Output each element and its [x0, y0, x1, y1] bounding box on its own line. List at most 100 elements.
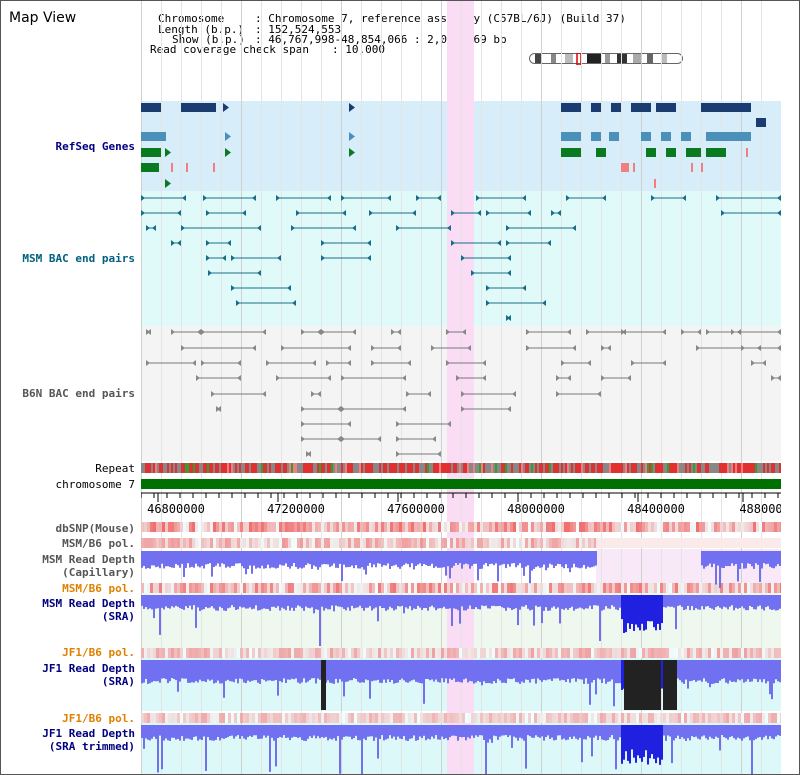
track-label-jf1-b6-pol-1[interactable]: JF1/B6 pol.	[62, 646, 135, 659]
gene-arrow-icon	[165, 148, 171, 157]
gene-block	[141, 132, 166, 141]
track-label-jf1-b6-pol-2[interactable]: JF1/B6 pol.	[62, 712, 135, 725]
gene-block	[661, 132, 671, 141]
highlight-region	[447, 1, 474, 774]
genome-map-canvas[interactable]: 46800000 47200000 47600000 48000000 48400000…	[141, 1, 781, 774]
track-label-msm-b6-pol-1[interactable]: MSM/B6 pol.	[62, 537, 135, 550]
msm-bac-pair	[416, 195, 441, 201]
track-label-repeat: Repeat	[95, 462, 135, 475]
gene-fragment	[654, 179, 656, 188]
b6n-bac-pair	[461, 391, 516, 397]
msm-bac-pair	[451, 240, 501, 246]
b6n-bac-pair	[406, 391, 431, 397]
msm-bac-pair	[141, 195, 186, 201]
gene-arrow-icon	[141, 103, 147, 112]
b6n-bac-pair	[631, 360, 666, 366]
b6n-bac-pair	[321, 329, 356, 335]
depth-saturation-block	[624, 660, 661, 710]
gene-block	[686, 148, 701, 157]
b6n-bac-pair	[556, 375, 571, 381]
track-label-msm-bac[interactable]: MSM BAC end pairs	[22, 252, 135, 265]
track-label-b6n-bac[interactable]: B6N BAC end pairs	[22, 387, 135, 400]
track-label-jf1-depth-trimmed-2: (SRA trimmed)	[48, 740, 135, 753]
msm-bac-pair	[231, 255, 281, 261]
b6n-bac-pair	[146, 329, 151, 335]
b6n-bac-pair	[341, 436, 381, 442]
msm-bac-pair	[291, 225, 356, 231]
b6n-bac-pair	[446, 329, 466, 335]
msm-bac-pair	[451, 210, 481, 216]
b6n-bac-pair	[556, 391, 601, 397]
msm-bac-pair	[476, 195, 526, 201]
msm-bac-pair	[566, 195, 606, 201]
jf1-depth-sra	[141, 660, 781, 707]
gene-block	[666, 148, 676, 157]
b6n-bac-pair	[311, 391, 321, 397]
gene-arrow-icon	[223, 103, 229, 112]
b6n-bac-pair	[396, 436, 436, 442]
msm-bac-pair	[206, 240, 231, 246]
msm-bac-pair	[341, 195, 391, 201]
track-label-jf1-depth-sra-2: (SRA)	[101, 675, 135, 688]
track-label-jf1-depth-trimmed-1[interactable]: JF1 Read Depth	[42, 727, 135, 740]
gene-fragment	[171, 163, 173, 172]
track-label-msm-depth-sra-2: (SRA)	[101, 610, 135, 623]
msm-bac-pair	[141, 210, 181, 216]
page-title: Map View	[9, 10, 77, 26]
b6n-bac-pair	[301, 329, 321, 335]
gene-block	[611, 103, 621, 112]
gene-arrow-icon	[165, 179, 171, 188]
track-label-refseq[interactable]: RefSeq Genes	[55, 140, 135, 153]
track-label-dbsnp[interactable]: dbSNP(Mouse)	[55, 522, 135, 535]
gene-block	[646, 148, 656, 157]
msm-bac-pair	[276, 195, 331, 201]
axis-tick-label: 48000000	[507, 502, 565, 516]
gene-block	[706, 132, 751, 141]
msm-bac-pair	[171, 240, 181, 246]
b6n-bac-pair	[561, 360, 591, 366]
chromosome-bar	[141, 479, 781, 489]
b6n-bac-pair	[396, 451, 441, 457]
gene-fragment	[746, 148, 748, 157]
msm-bac-pair	[716, 195, 781, 201]
msm-bac-pair	[208, 270, 261, 276]
coverage-key: Read coverage check span	[150, 43, 309, 56]
track-label-msm-b6-pol-2[interactable]: MSM/B6 pol.	[62, 582, 135, 595]
msm-bac-pair	[146, 225, 156, 231]
msm-b6-pol-strip-2	[141, 583, 781, 593]
track-label-msm-depth-capillary-1[interactable]: MSM Read Depth	[42, 553, 135, 566]
b6n-bac-pair	[681, 329, 701, 335]
msm-depth-sra	[141, 595, 781, 646]
msm-bac-pair	[721, 210, 781, 216]
length-value: : 152,524,553	[255, 23, 342, 36]
b6n-bac-pair	[526, 345, 576, 351]
b6n-bac-pair	[446, 360, 486, 366]
b6n-bac-pair	[371, 345, 401, 351]
b6n-bac-pair	[601, 345, 611, 351]
track-label-jf1-depth-sra-1[interactable]: JF1 Read Depth	[42, 662, 135, 675]
axis-tick-label: 47600000	[387, 502, 445, 516]
gene-block	[561, 103, 581, 112]
repeat-track	[141, 463, 781, 473]
axis-tick-label: 47200000	[267, 502, 325, 516]
gene-block	[641, 132, 651, 141]
length-key: Length (b.p.)	[158, 23, 245, 36]
gene-block	[609, 132, 619, 141]
b6n-bac-pair	[526, 329, 571, 335]
b6n-bac-pair	[301, 421, 351, 427]
gene-block	[596, 148, 606, 157]
msm-bac-pair	[506, 225, 576, 231]
gene-block	[591, 132, 601, 141]
gene-block	[681, 132, 691, 141]
msm-bac-pair	[551, 210, 561, 216]
b6n-bac-pair	[771, 375, 781, 381]
gene-block	[706, 148, 726, 157]
gene-block	[181, 103, 216, 112]
b6n-bac-pair	[146, 360, 196, 366]
msm-bac-pair	[471, 270, 511, 276]
track-label-msm-depth-sra-1[interactable]: MSM Read Depth	[42, 597, 135, 610]
gene-arrow-icon	[225, 148, 231, 157]
axis-tick-label: 48400000	[627, 502, 685, 516]
msm-bac-pair	[206, 255, 226, 261]
axis-tick-label: 46800000	[147, 502, 205, 516]
